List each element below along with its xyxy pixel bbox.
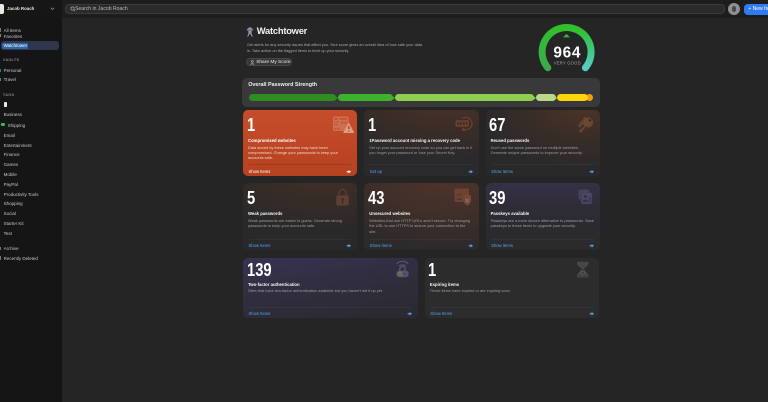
svg-text:964: 964: [553, 44, 581, 61]
svg-text:VERY GOOD: VERY GOOD: [554, 60, 581, 65]
